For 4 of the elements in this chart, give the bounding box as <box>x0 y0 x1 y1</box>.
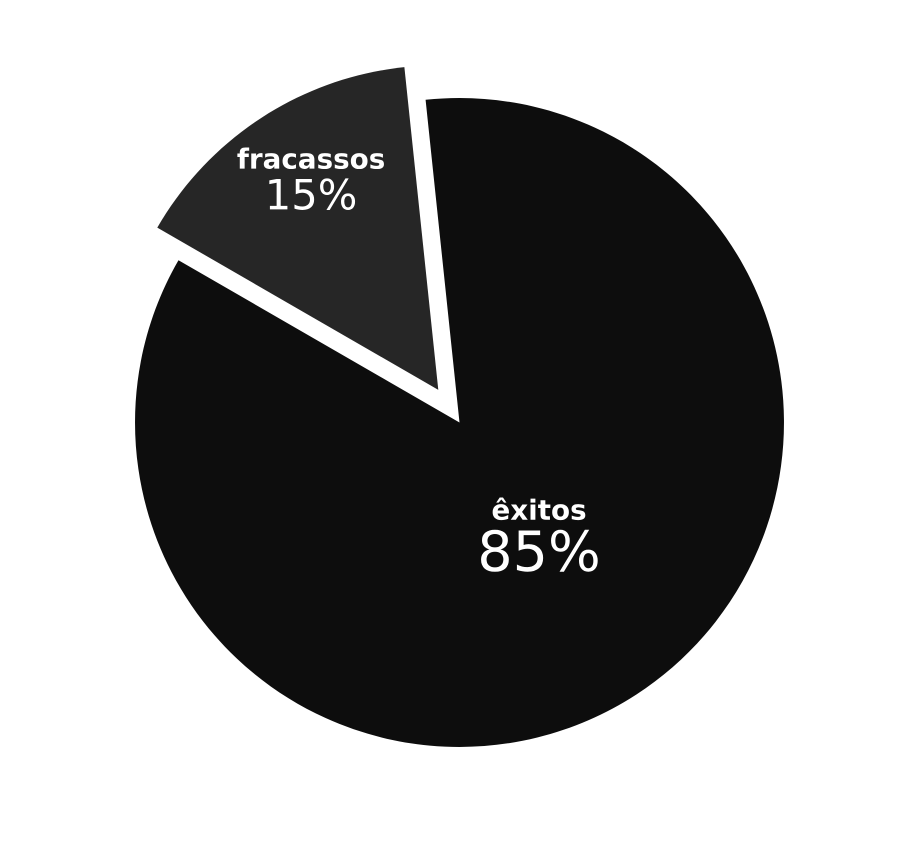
data-label: 15% <box>269 178 356 210</box>
data-label: 85% <box>481 530 598 572</box>
slice-label: êxitos <box>492 497 586 520</box>
slice-label: fracassos <box>237 148 384 170</box>
